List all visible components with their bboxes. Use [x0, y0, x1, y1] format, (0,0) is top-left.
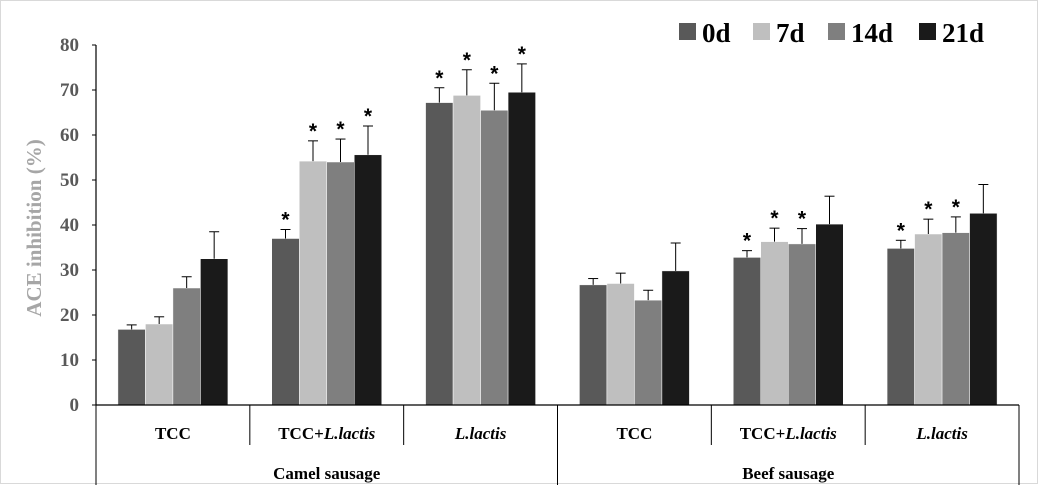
group-label: Beef sausage: [742, 464, 835, 483]
significance-star: *: [770, 207, 779, 230]
bar-7d: [299, 160, 327, 406]
significance-star: *: [897, 219, 906, 242]
significance-star: *: [924, 198, 933, 221]
y-tick-label: 10: [60, 350, 79, 371]
bar-14d: [172, 287, 201, 406]
category-label-text: TCC+: [740, 424, 786, 443]
bar-21d: [507, 92, 536, 406]
bar-0d: [579, 284, 608, 406]
significance-star: *: [364, 105, 373, 128]
bar-21d: [661, 270, 690, 406]
y-tick-label: 40: [60, 215, 79, 236]
bar-14d: [326, 161, 355, 406]
bar-0d: [425, 102, 454, 406]
category-label: L.lactis: [915, 424, 968, 443]
y-tick-label: 30: [60, 260, 79, 281]
bar-21d: [815, 223, 844, 406]
bar-0d: [271, 238, 300, 406]
category-label-italic: L.lactis: [915, 424, 968, 443]
legend-label: 14d: [851, 18, 893, 48]
y-tick-label: 80: [60, 35, 79, 56]
significance-star: *: [952, 196, 961, 219]
category-label-italic: L.lactis: [454, 424, 507, 443]
significance-star: *: [798, 208, 807, 231]
significance-star: *: [463, 49, 472, 72]
bar-14d: [941, 232, 970, 406]
category-label: TCC: [616, 424, 652, 443]
bar-21d: [200, 258, 229, 406]
category-label-italic: L.lactis: [323, 424, 376, 443]
category-label-text: TCC: [616, 424, 652, 443]
bar-7d: [914, 233, 943, 406]
legend-swatch-21d: [919, 23, 936, 40]
y-tick-label: 70: [60, 80, 79, 101]
significance-star: *: [490, 62, 499, 85]
category-label: TCC: [155, 424, 191, 443]
legend-swatch-7d: [753, 23, 770, 40]
category-label-text: TCC: [155, 424, 191, 443]
significance-star: *: [743, 230, 752, 253]
bar-0d: [733, 257, 761, 406]
group-label: Camel sausage: [273, 464, 381, 483]
bar-14d: [788, 243, 816, 406]
significance-star: *: [336, 118, 345, 141]
legend-label: 0d: [702, 18, 731, 48]
legend-label: 7d: [776, 18, 805, 48]
category-label-italic: L.lactis: [784, 424, 837, 443]
bar-0d: [886, 248, 915, 406]
legend-swatch-0d: [679, 23, 696, 40]
bar-7d: [760, 241, 789, 406]
category-label: TCC+L.lactis: [278, 424, 375, 443]
significance-star: *: [518, 43, 527, 66]
bar-7d: [452, 95, 481, 406]
category-label: TCC+L.lactis: [740, 424, 837, 443]
legend-swatch-14d: [828, 23, 845, 40]
significance-star: *: [281, 209, 290, 232]
y-tick-label: 50: [60, 170, 79, 191]
bar-21d: [354, 154, 382, 406]
y-tick-label: 0: [70, 395, 80, 416]
bar-0d: [117, 329, 146, 406]
bar-14d: [480, 110, 509, 406]
significance-star: *: [435, 67, 444, 90]
y-tick-label: 20: [60, 305, 79, 326]
bar-21d: [969, 213, 998, 406]
category-label: L.lactis: [454, 424, 507, 443]
y-tick-label: 60: [60, 125, 79, 146]
category-label-text: TCC+: [278, 424, 324, 443]
legend-label: 21d: [942, 18, 984, 48]
y-axis-label: ACE inhibition (%): [22, 139, 46, 316]
significance-star: *: [309, 120, 318, 143]
bar-7d: [606, 283, 635, 406]
bar-14d: [634, 299, 663, 406]
bar-7d: [145, 323, 174, 406]
